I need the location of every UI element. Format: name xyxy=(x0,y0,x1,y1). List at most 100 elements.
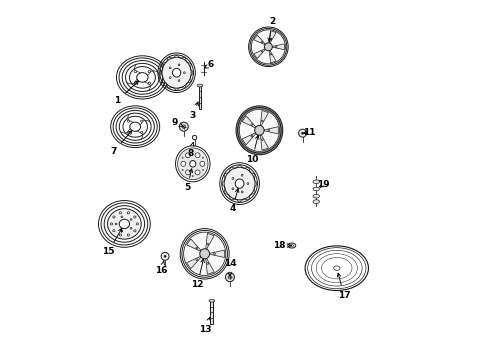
Ellipse shape xyxy=(182,169,183,171)
Ellipse shape xyxy=(261,51,263,52)
Ellipse shape xyxy=(178,64,180,66)
Ellipse shape xyxy=(232,188,234,190)
Polygon shape xyxy=(254,35,266,45)
Ellipse shape xyxy=(241,174,243,176)
Ellipse shape xyxy=(182,157,183,158)
Ellipse shape xyxy=(192,175,194,177)
Ellipse shape xyxy=(110,223,113,225)
Text: 14: 14 xyxy=(223,259,236,276)
Ellipse shape xyxy=(134,82,137,84)
Text: 19: 19 xyxy=(317,180,330,189)
Text: 17: 17 xyxy=(337,273,350,300)
Text: 11: 11 xyxy=(303,128,316,137)
Text: 1: 1 xyxy=(114,81,139,105)
Ellipse shape xyxy=(195,153,200,158)
Ellipse shape xyxy=(148,71,150,73)
Ellipse shape xyxy=(184,232,226,275)
Ellipse shape xyxy=(225,273,234,282)
Ellipse shape xyxy=(170,67,171,69)
Polygon shape xyxy=(270,50,276,63)
Ellipse shape xyxy=(127,234,129,236)
Ellipse shape xyxy=(177,148,208,180)
Ellipse shape xyxy=(148,82,150,84)
Ellipse shape xyxy=(197,84,203,87)
Ellipse shape xyxy=(251,135,253,137)
Ellipse shape xyxy=(127,212,129,214)
Polygon shape xyxy=(270,31,276,43)
Polygon shape xyxy=(261,111,269,126)
Ellipse shape xyxy=(121,230,122,232)
Polygon shape xyxy=(206,258,214,274)
Ellipse shape xyxy=(235,179,244,188)
Ellipse shape xyxy=(313,180,319,184)
Ellipse shape xyxy=(127,120,130,122)
Ellipse shape xyxy=(270,54,271,55)
Ellipse shape xyxy=(134,71,137,73)
Ellipse shape xyxy=(181,161,186,166)
Ellipse shape xyxy=(207,243,209,245)
Text: 15: 15 xyxy=(102,228,122,256)
Ellipse shape xyxy=(115,223,117,225)
Text: 10: 10 xyxy=(246,135,259,163)
Ellipse shape xyxy=(192,151,194,152)
Ellipse shape xyxy=(178,80,180,81)
Ellipse shape xyxy=(276,46,277,48)
FancyBboxPatch shape xyxy=(210,301,213,324)
Ellipse shape xyxy=(186,153,191,158)
Ellipse shape xyxy=(268,130,270,131)
Ellipse shape xyxy=(119,234,122,236)
Ellipse shape xyxy=(127,131,130,133)
Ellipse shape xyxy=(164,255,166,257)
Text: 18: 18 xyxy=(273,241,291,250)
Ellipse shape xyxy=(313,187,319,191)
Text: 12: 12 xyxy=(191,259,204,289)
Polygon shape xyxy=(264,127,278,134)
Text: 4: 4 xyxy=(229,189,239,213)
Ellipse shape xyxy=(195,170,200,175)
Ellipse shape xyxy=(301,132,304,134)
Ellipse shape xyxy=(119,219,129,229)
Ellipse shape xyxy=(134,230,136,232)
Ellipse shape xyxy=(209,300,215,302)
Ellipse shape xyxy=(298,129,307,137)
Text: 3: 3 xyxy=(190,102,198,120)
Text: 5: 5 xyxy=(184,169,193,193)
Ellipse shape xyxy=(121,216,122,217)
Ellipse shape xyxy=(313,194,319,198)
Polygon shape xyxy=(210,250,224,257)
Text: 7: 7 xyxy=(110,131,132,157)
Ellipse shape xyxy=(162,57,191,88)
Text: 8: 8 xyxy=(187,143,194,158)
Ellipse shape xyxy=(200,249,210,259)
Ellipse shape xyxy=(161,252,169,260)
Ellipse shape xyxy=(251,124,253,125)
Ellipse shape xyxy=(186,170,191,175)
Ellipse shape xyxy=(184,72,185,73)
Ellipse shape xyxy=(172,68,181,77)
Text: 13: 13 xyxy=(199,317,212,334)
Polygon shape xyxy=(242,133,256,145)
Ellipse shape xyxy=(262,139,263,140)
Polygon shape xyxy=(242,116,256,128)
Polygon shape xyxy=(272,44,284,50)
Ellipse shape xyxy=(224,167,255,200)
Text: 16: 16 xyxy=(155,261,168,275)
Ellipse shape xyxy=(247,183,249,185)
Ellipse shape xyxy=(170,77,171,78)
Polygon shape xyxy=(187,239,201,251)
Ellipse shape xyxy=(119,212,122,214)
Polygon shape xyxy=(206,233,214,249)
Ellipse shape xyxy=(255,125,264,135)
Polygon shape xyxy=(187,256,201,269)
Ellipse shape xyxy=(141,131,143,133)
Ellipse shape xyxy=(202,169,203,171)
Ellipse shape xyxy=(241,191,243,193)
Polygon shape xyxy=(261,135,269,150)
Ellipse shape xyxy=(270,39,271,40)
Ellipse shape xyxy=(136,223,139,225)
Ellipse shape xyxy=(113,216,115,218)
Ellipse shape xyxy=(130,219,132,220)
Ellipse shape xyxy=(196,259,197,261)
Polygon shape xyxy=(254,49,266,59)
Ellipse shape xyxy=(262,120,263,122)
